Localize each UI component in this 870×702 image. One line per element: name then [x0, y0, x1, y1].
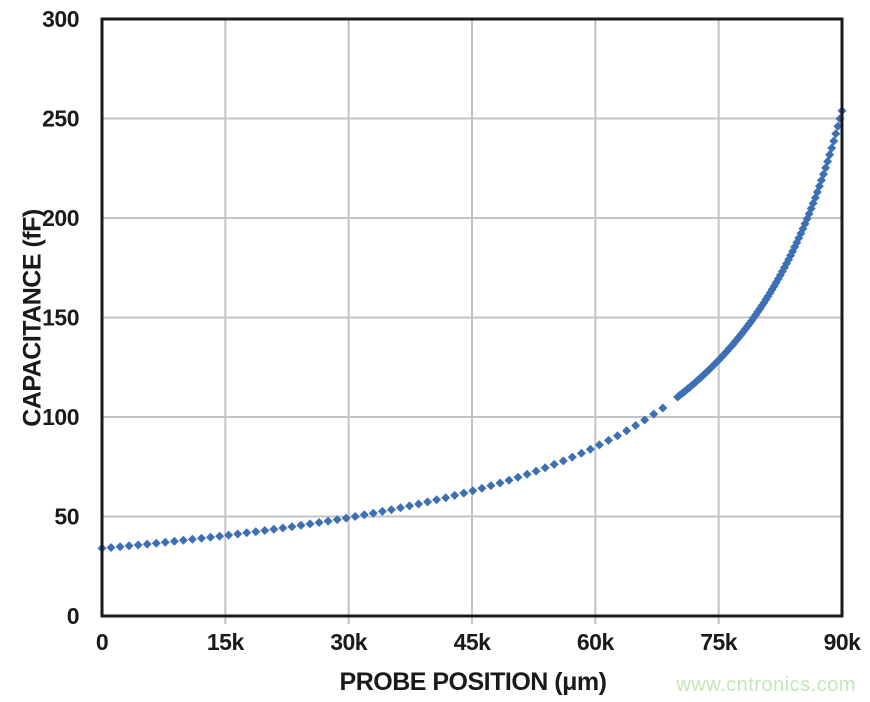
- plot-border: [100, 17, 844, 618]
- x-tick-label: 45k: [454, 629, 492, 655]
- x-tick-label: 0: [96, 629, 108, 655]
- watermark-text: www.cntronics.com: [676, 674, 856, 696]
- x-tick-label: 90k: [824, 629, 862, 655]
- y-tick-label: 0: [67, 603, 79, 629]
- y-axis-title: CAPACITANCE (fF): [18, 209, 47, 427]
- x-axis-title: PROBE POSITION (μm): [339, 668, 607, 696]
- y-tick-label: 100: [42, 404, 79, 430]
- y-tick-label: 300: [42, 6, 79, 32]
- y-tick-label: 50: [54, 504, 79, 530]
- x-tick-label: 75k: [700, 629, 738, 655]
- x-tick-label: 30k: [330, 629, 368, 655]
- y-tick-label: 250: [42, 106, 79, 132]
- x-tick-label: 60k: [577, 629, 615, 655]
- x-tick-label: 15k: [207, 629, 245, 655]
- y-tick-label: 150: [42, 305, 79, 331]
- y-tick-label: 200: [42, 205, 79, 231]
